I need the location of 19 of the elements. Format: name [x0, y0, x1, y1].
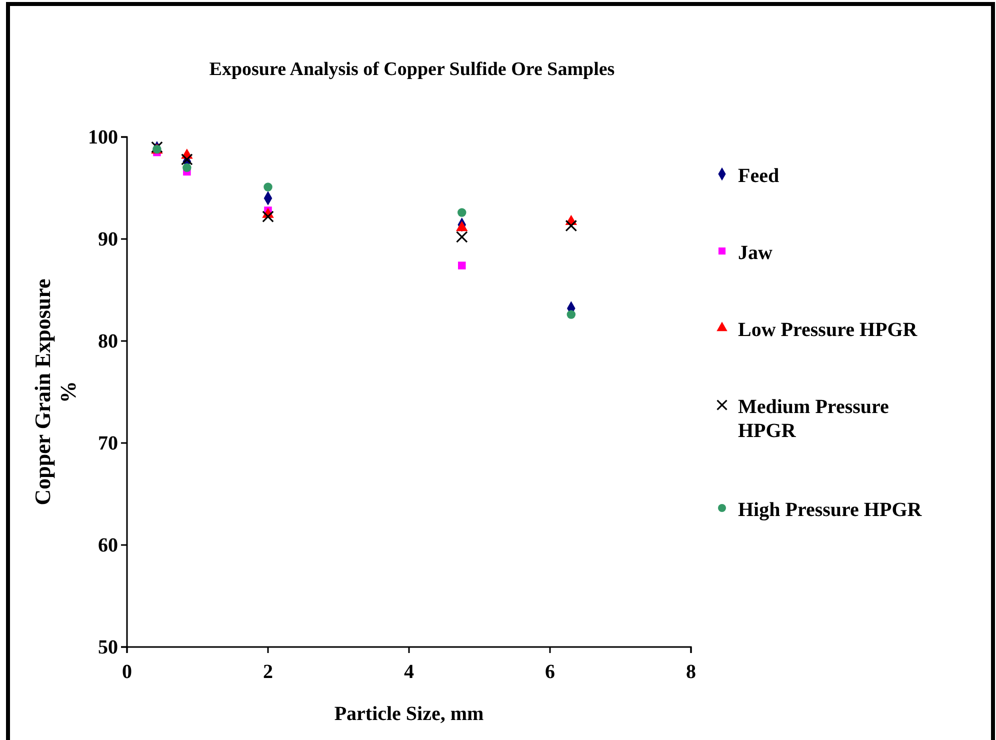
x-tick-label: 8	[686, 661, 696, 683]
x-tick-label: 0	[122, 661, 132, 683]
legend-label: Low Pressure HPGR	[738, 319, 918, 341]
y-tick-label: 70	[98, 432, 118, 454]
legend-label: High Pressure HPGR	[738, 499, 922, 521]
legend-label: Feed	[738, 165, 780, 187]
x-tick-label: 2	[263, 661, 273, 683]
y-tick-label: 90	[98, 228, 118, 250]
y-tick-label: 100	[88, 126, 118, 148]
y-tick-label: 60	[98, 534, 118, 556]
x-tick-label: 6	[545, 661, 555, 683]
x-tick-label: 4	[404, 661, 414, 683]
legend-label: Jaw	[738, 242, 773, 264]
y-tick-label: 80	[98, 330, 118, 352]
y-axis-title: Copper Grain Exposure %	[30, 278, 80, 506]
y-tick-label: 50	[98, 636, 118, 658]
chart-title: Exposure Analysis of Copper Sulfide Ore Samples	[209, 59, 615, 80]
legend-label: Medium Pressure HPGR	[738, 396, 890, 442]
x-axis-title: Particle Size, mm	[334, 703, 484, 725]
